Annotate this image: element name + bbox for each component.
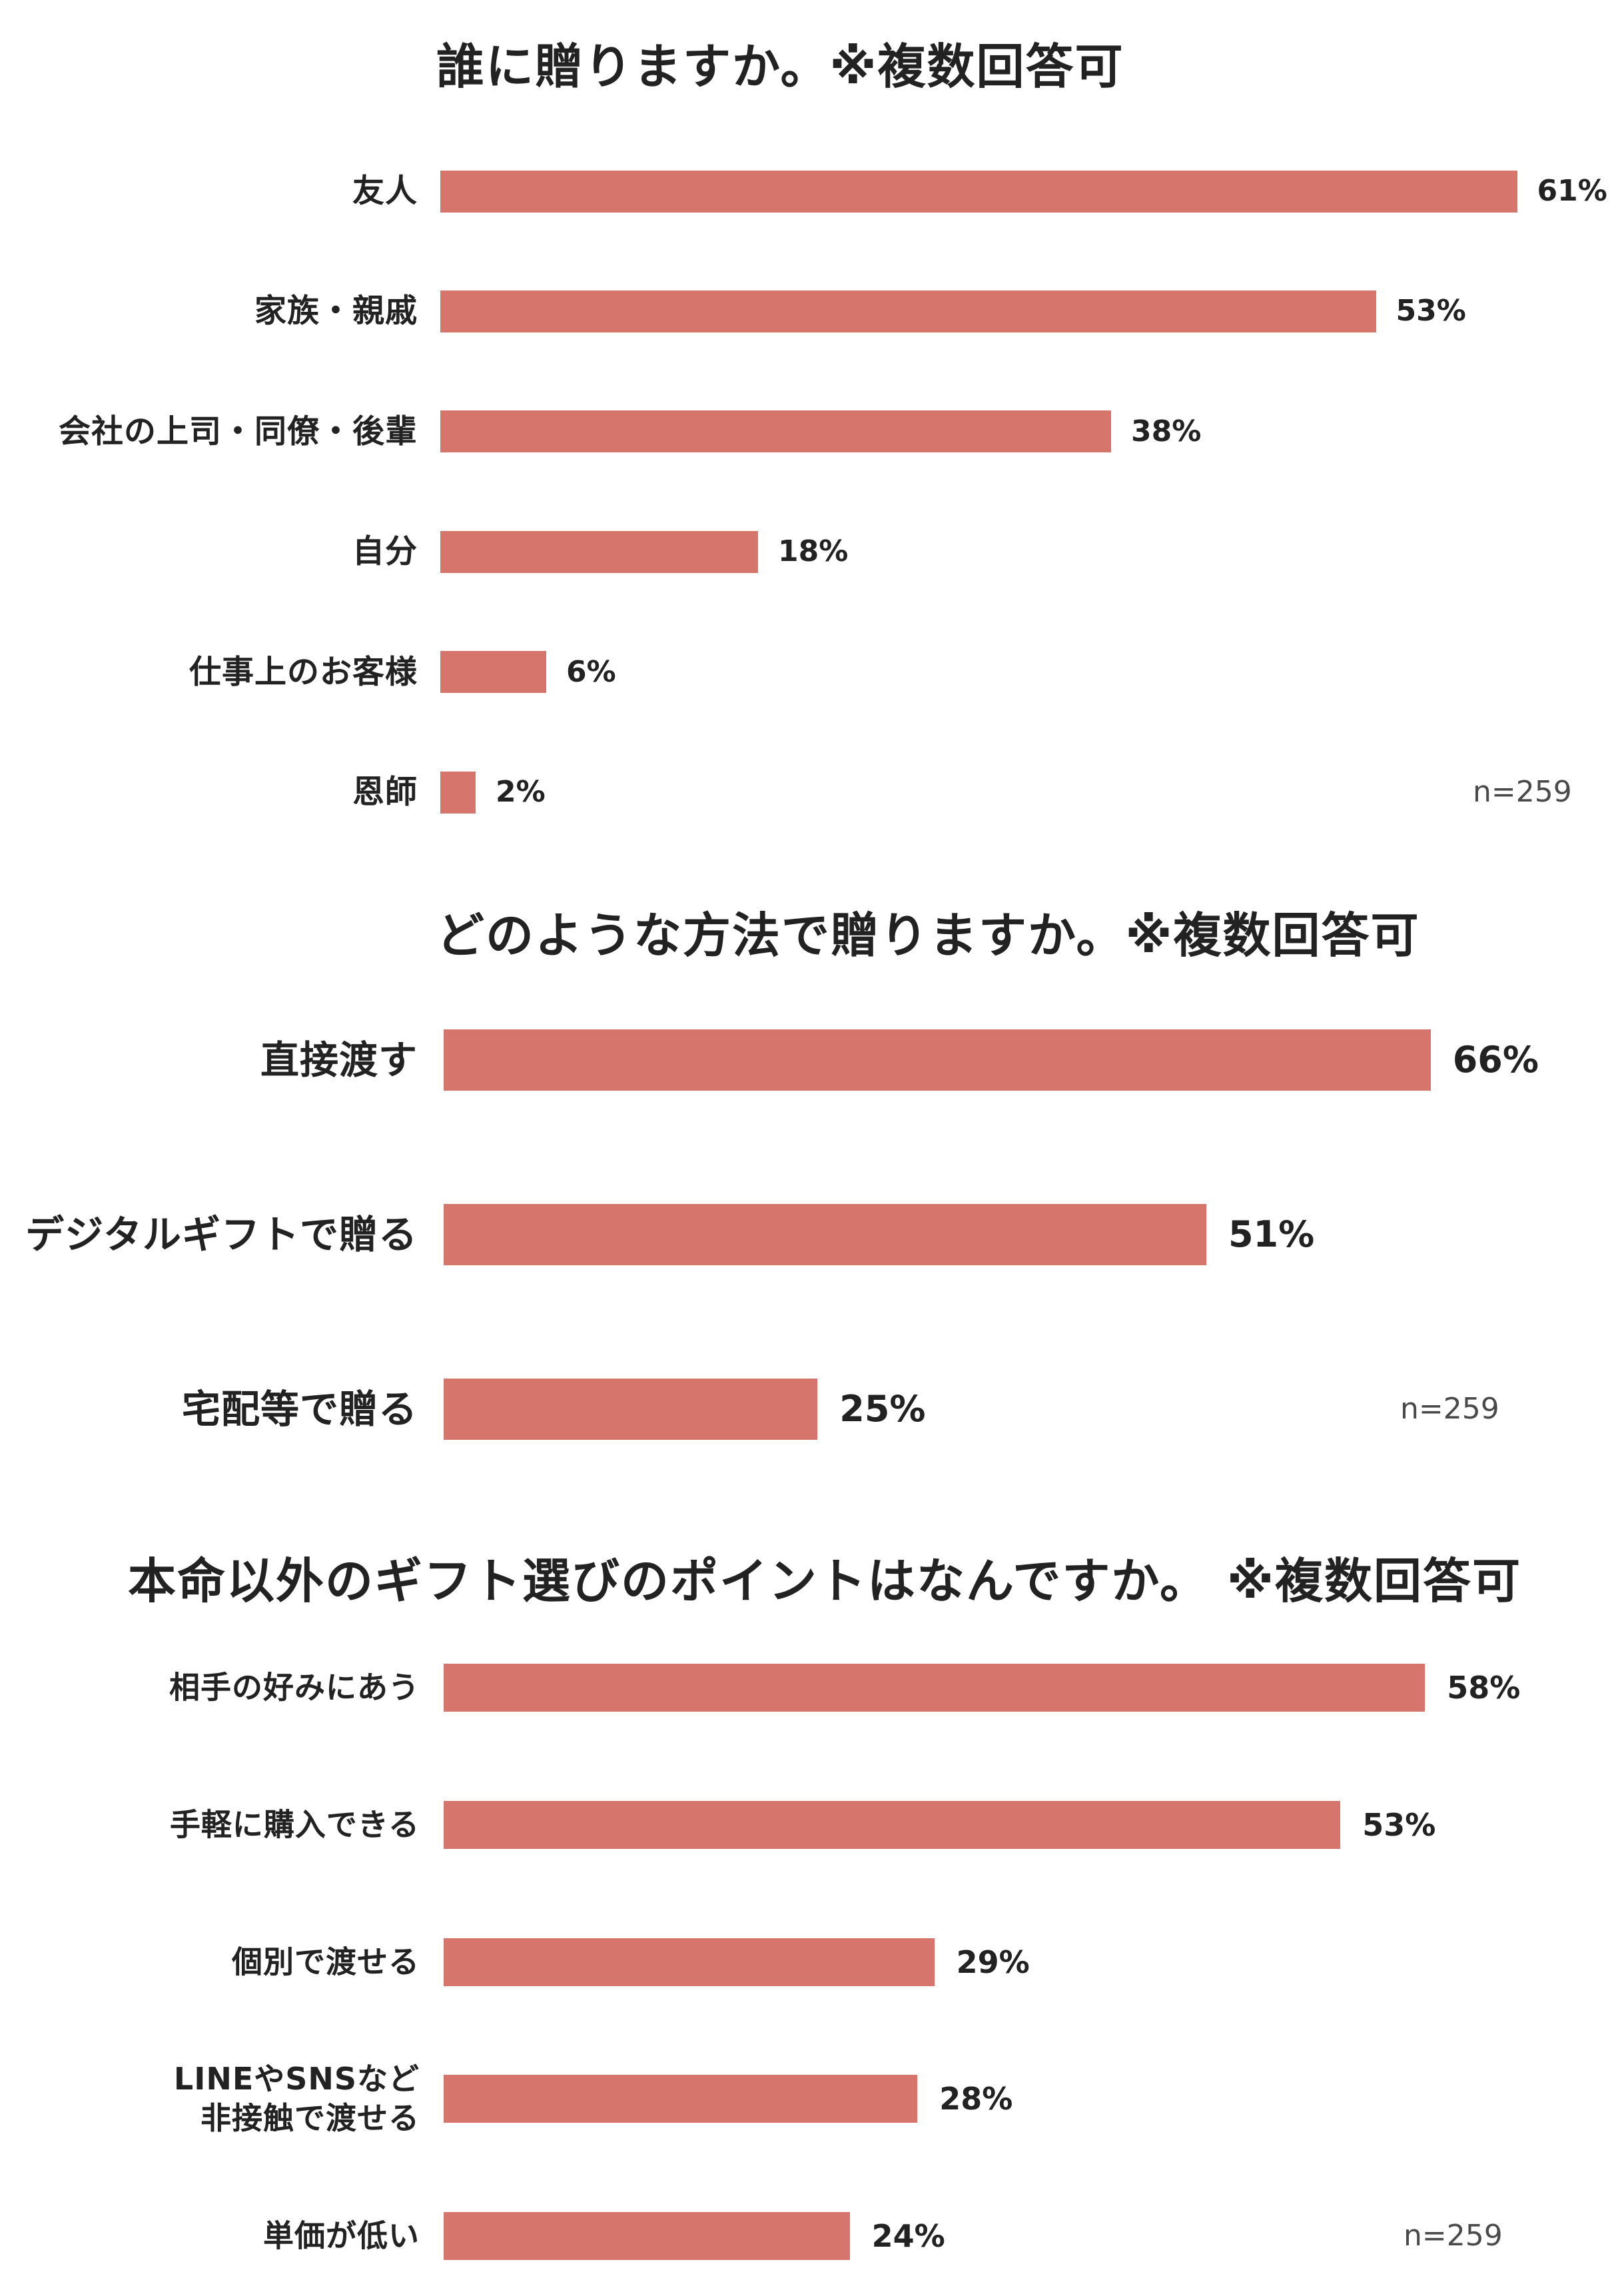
chart-gift-recipients: 誰に贈りますか。※複数回答可 友人 61% 家族・親戚 53% 会社の上司・同僚・後輩 3… — [0, 0, 1624, 859]
bar — [444, 1664, 1425, 1712]
category-label: 会社の上司・同僚・後輩 — [58, 412, 418, 450]
value-unit: % — [982, 2081, 1013, 2117]
bar — [444, 1029, 1431, 1091]
value-number: 51 — [1228, 1213, 1279, 1255]
sample-size-note: n=259 — [1400, 1392, 1499, 1426]
value-label: 61% — [1537, 177, 1607, 206]
value-number: 28 — [939, 2081, 983, 2117]
chart-gift-methods: どのような方法で贈りますか。※複数回答可 直接渡す 66% デジタルギフトで贈る 51… — [0, 859, 1624, 1499]
category-label: 直接渡す — [260, 1037, 418, 1083]
value-label: 18% — [778, 537, 848, 566]
value-label: 29% — [957, 1947, 1030, 1978]
sample-size-note: n=259 — [1404, 2219, 1503, 2253]
value-unit: % — [1577, 174, 1607, 208]
value-label: 2% — [496, 778, 546, 807]
bar — [444, 1800, 1341, 1849]
value-label: 58% — [1447, 1672, 1520, 1703]
chart-gift-selection-points: 本命以外のギフト選びのポイントはなんですか。 ※複数回答可 相手の好みにあう 58… — [0, 1499, 1624, 2284]
bar — [440, 290, 1376, 332]
bar — [440, 651, 546, 694]
bar — [444, 1204, 1206, 1265]
value-label: 24% — [872, 2221, 945, 2251]
bar — [440, 170, 1517, 213]
value-label: 66% — [1453, 1042, 1539, 1078]
bar — [444, 1379, 818, 1440]
value-label: 51% — [1228, 1217, 1314, 1253]
value-number: 2 — [496, 775, 516, 809]
value-number: 6 — [566, 654, 587, 689]
bar — [444, 2212, 850, 2260]
chart-title: 本命以外のギフト選びのポイントはなんですか。 ※複数回答可 — [128, 1553, 1522, 1609]
value-unit: % — [914, 2218, 945, 2254]
bar — [440, 530, 758, 573]
value-unit: % — [1278, 1213, 1315, 1255]
value-number: 29 — [956, 1944, 999, 1980]
category-label: 相手の好みにあう — [169, 1669, 420, 1706]
value-unit: % — [1489, 1670, 1521, 1706]
category-label: 単価が低い — [263, 2217, 420, 2254]
value-unit: % — [1172, 414, 1202, 448]
category-label: 友人 — [352, 172, 418, 210]
category-label: デジタルギフトで贈る — [25, 1211, 418, 1257]
category-label: 宅配等で贈る — [181, 1386, 418, 1432]
chart-title: どのような方法で贈りますか。※複数回答可 — [436, 907, 1420, 963]
value-number: 38 — [1131, 414, 1172, 448]
value-number: 61 — [1537, 174, 1578, 208]
value-unit: % — [819, 534, 849, 569]
category-label: 仕事上のお客様 — [189, 652, 418, 690]
value-label: 28% — [939, 2083, 1013, 2114]
value-number: 58 — [1447, 1670, 1490, 1706]
value-unit: % — [1436, 294, 1466, 328]
value-number: 18 — [778, 534, 819, 569]
category-label: 手軽に購入できる — [169, 1806, 420, 1843]
value-unit: % — [586, 654, 616, 689]
value-unit: % — [999, 1944, 1030, 1980]
category-label: 家族・親戚 — [254, 292, 418, 330]
category-label: 自分 — [352, 532, 418, 570]
category-label: 個別で渡せる — [232, 1944, 420, 1980]
value-number: 66 — [1452, 1039, 1503, 1081]
value-label: 6% — [566, 654, 616, 689]
bar — [440, 771, 476, 814]
value-unit: % — [1502, 1039, 1539, 1081]
value-label: 38% — [1131, 414, 1202, 448]
chart-title: 誰に贈りますか。※複数回答可 — [436, 39, 1124, 95]
value-unit: % — [516, 775, 546, 809]
bar — [444, 2075, 918, 2123]
category-label: 恩師 — [352, 773, 418, 811]
sample-size-note: n=259 — [1473, 775, 1572, 809]
bar — [444, 1938, 935, 1986]
value-number: 53 — [1362, 1806, 1406, 1843]
category-label: LINEやSNSなど 非接触で渡せる — [173, 2061, 420, 2137]
value-unit: % — [1405, 1806, 1436, 1843]
value-number: 24 — [871, 2218, 915, 2254]
value-number: 25 — [839, 1388, 890, 1430]
bar — [440, 410, 1111, 453]
value-unit: % — [889, 1388, 926, 1430]
value-label: 25% — [839, 1391, 925, 1427]
value-number: 53 — [1396, 294, 1437, 328]
value-label: 53% — [1362, 1810, 1435, 1840]
value-label: 53% — [1396, 296, 1466, 326]
